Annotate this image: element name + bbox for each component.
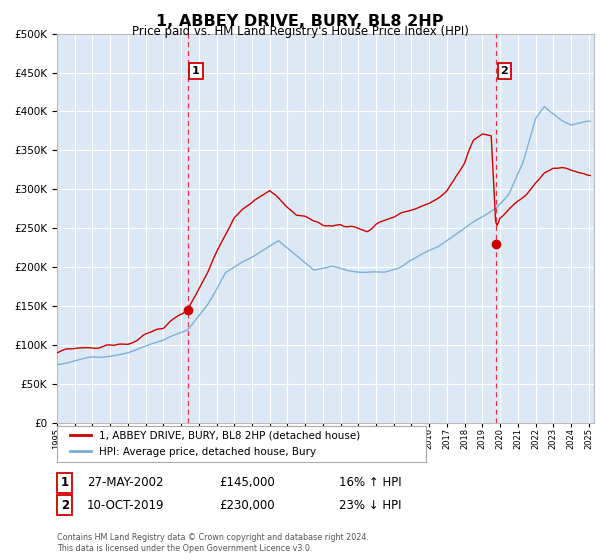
Text: 1: 1 <box>192 66 200 76</box>
Legend: 1, ABBEY DRIVE, BURY, BL8 2HP (detached house), HPI: Average price, detached hou: 1, ABBEY DRIVE, BURY, BL8 2HP (detached … <box>66 427 365 461</box>
Text: 23% ↓ HPI: 23% ↓ HPI <box>339 498 401 512</box>
Text: 27-MAY-2002: 27-MAY-2002 <box>87 476 163 489</box>
Text: £145,000: £145,000 <box>219 476 275 489</box>
Text: £230,000: £230,000 <box>219 498 275 512</box>
Text: 2: 2 <box>500 66 508 76</box>
Text: 16% ↑ HPI: 16% ↑ HPI <box>339 476 401 489</box>
Text: 1, ABBEY DRIVE, BURY, BL8 2HP: 1, ABBEY DRIVE, BURY, BL8 2HP <box>156 14 444 29</box>
Text: Contains HM Land Registry data © Crown copyright and database right 2024.
This d: Contains HM Land Registry data © Crown c… <box>57 533 369 553</box>
Text: 2: 2 <box>61 498 69 512</box>
Text: Price paid vs. HM Land Registry's House Price Index (HPI): Price paid vs. HM Land Registry's House … <box>131 25 469 38</box>
Text: 1: 1 <box>61 476 69 489</box>
Text: 10-OCT-2019: 10-OCT-2019 <box>87 498 164 512</box>
